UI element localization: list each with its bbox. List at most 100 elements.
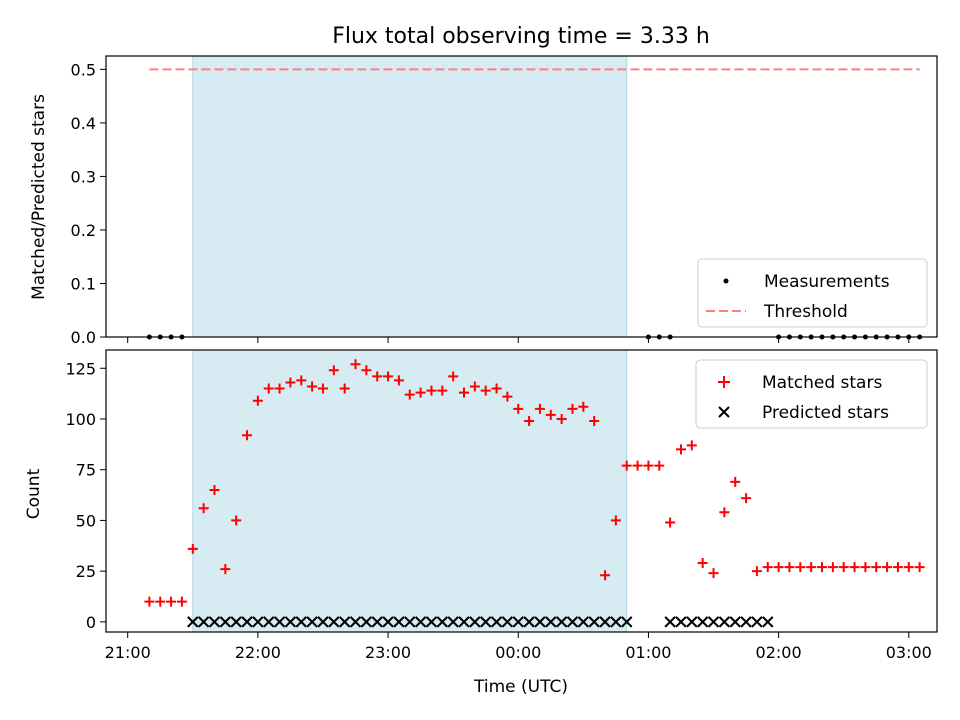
- matched-stars-point: [328, 365, 339, 376]
- matched-stars-point: [806, 562, 817, 573]
- predicted-stars-point: [599, 616, 611, 628]
- matched-stars-point: [459, 387, 470, 398]
- matched-stars-point: [415, 387, 426, 398]
- matched-stars-point: [751, 566, 762, 577]
- predicted-stars-point: [664, 616, 676, 628]
- predicted-stars-point: [328, 616, 340, 628]
- predicted-stars-point: [208, 616, 221, 628]
- matched-stars-point: [393, 375, 404, 386]
- top-panel: 0.0 0.1 0.2 0.3 0.4 0.5 Measurements Threshold: [71, 55, 938, 347]
- predicted-stars-point: [534, 616, 546, 628]
- predicted-stars-point: [393, 616, 405, 628]
- y-tick-label: 50: [76, 511, 96, 530]
- matched-stars-point: [339, 383, 350, 394]
- matched-stars-point: [404, 389, 415, 400]
- y-tick-label: 100: [65, 410, 96, 429]
- y-tick-label: 0.4: [71, 114, 96, 133]
- chart-title: Flux total observing time = 3.33 h: [332, 24, 710, 49]
- matched-stars-point: [426, 385, 437, 396]
- matched-stars-point: [502, 391, 513, 402]
- matched-stars-point: [524, 416, 535, 427]
- predicted-stars-point: [414, 616, 427, 628]
- predicted-stars-point: [469, 616, 481, 628]
- matched-stars-point: [719, 507, 730, 518]
- matched-stars-point: [675, 444, 686, 455]
- predicted-stars-point: [241, 616, 253, 628]
- matched-stars-point: [708, 568, 719, 579]
- matched-stars-point: [448, 371, 459, 382]
- x-tick-label: 02:00: [756, 643, 802, 662]
- y-tick-label: 0.0: [71, 328, 96, 347]
- matched-stars-point: [610, 515, 621, 526]
- matched-stars-point: [730, 476, 741, 487]
- matched-stars-point: [361, 365, 372, 376]
- predicted-stars-point: [404, 616, 416, 628]
- predicted-stars-point: [545, 616, 557, 628]
- predicted-stars-point: [501, 616, 514, 628]
- matched-stars-point: [437, 385, 448, 396]
- y-tick-label: 0.1: [71, 274, 96, 293]
- predicted-stars-point: [306, 616, 318, 628]
- x-tick-label: 03:00: [886, 643, 932, 662]
- predicted-stars-point: [588, 616, 600, 628]
- x-tick-label: 22:00: [235, 643, 281, 662]
- matched-stars-point: [220, 564, 231, 575]
- x-axis-label: Time (UTC): [473, 677, 568, 697]
- predicted-stars-point: [317, 616, 329, 628]
- y-tick-label: 0: [86, 613, 96, 632]
- predicted-stars-point: [273, 616, 286, 628]
- bottom-panel: 0 25 50 75 100 125 21:00 22:00 23:00 00:00 01:00 02…: [65, 349, 938, 662]
- matched-stars-point: [892, 562, 903, 573]
- matched-stars-point: [773, 562, 784, 573]
- y-tick-label: 0.3: [71, 167, 96, 186]
- predicted-stars-point: [425, 616, 438, 628]
- predicted-stars-point: [349, 616, 362, 628]
- x-tick-label: 00:00: [495, 643, 541, 662]
- predicted-stars-point: [284, 616, 297, 628]
- y-tick-label: 0.2: [71, 221, 96, 240]
- matched-stars-point: [166, 596, 177, 607]
- y-tick-label: 25: [76, 562, 96, 581]
- matched-stars-point: [263, 383, 274, 394]
- matched-stars-point: [545, 409, 556, 420]
- matched-stars-point: [155, 596, 166, 607]
- matched-stars-point: [795, 562, 806, 573]
- predicted-stars-point: [263, 616, 275, 628]
- predicted-stars-point: [230, 616, 242, 628]
- y-tick-label: 0.5: [71, 60, 96, 79]
- matched-stars-point: [231, 515, 242, 526]
- x-tick-label: 01:00: [625, 643, 671, 662]
- predicted-stars-point: [360, 616, 373, 628]
- x-tick-label: 23:00: [365, 643, 411, 662]
- predicted-stars-point: [762, 616, 774, 628]
- matched-stars-point: [827, 562, 838, 573]
- shaded-observing-interval: [192, 56, 627, 337]
- matched-stars-point: [534, 403, 545, 414]
- predicted-stars-point: [707, 616, 720, 628]
- matched-stars-point: [317, 383, 328, 394]
- matched-stars-point: [632, 460, 643, 471]
- predicted-stars-point: [295, 616, 307, 628]
- axes-frame: [105, 55, 938, 338]
- matched-stars-point: [686, 440, 697, 451]
- predicted-stars-point: [219, 616, 232, 628]
- y-axis-label-bottom: Count: [24, 468, 44, 519]
- matched-stars-point: [372, 371, 383, 382]
- matched-stars-point: [600, 570, 611, 581]
- predicted-stars-point: [382, 616, 394, 628]
- matched-stars-point: [849, 562, 860, 573]
- matched-stars-point: [871, 562, 882, 573]
- legend-measurement-swatch: [723, 278, 729, 284]
- legend-box: [697, 258, 928, 328]
- predicted-stars-point: [479, 616, 492, 628]
- legend-label: Predicted stars: [762, 403, 889, 423]
- matched-stars-point: [144, 596, 155, 607]
- matched-stars-point: [882, 562, 893, 573]
- predicted-stars-point: [718, 616, 731, 628]
- matched-stars-point: [296, 375, 307, 386]
- predicted-stars-point: [523, 616, 535, 628]
- y-tick-label: 75: [76, 461, 96, 480]
- predicted-stars-point: [197, 616, 210, 628]
- predicted-stars-point: [729, 616, 741, 628]
